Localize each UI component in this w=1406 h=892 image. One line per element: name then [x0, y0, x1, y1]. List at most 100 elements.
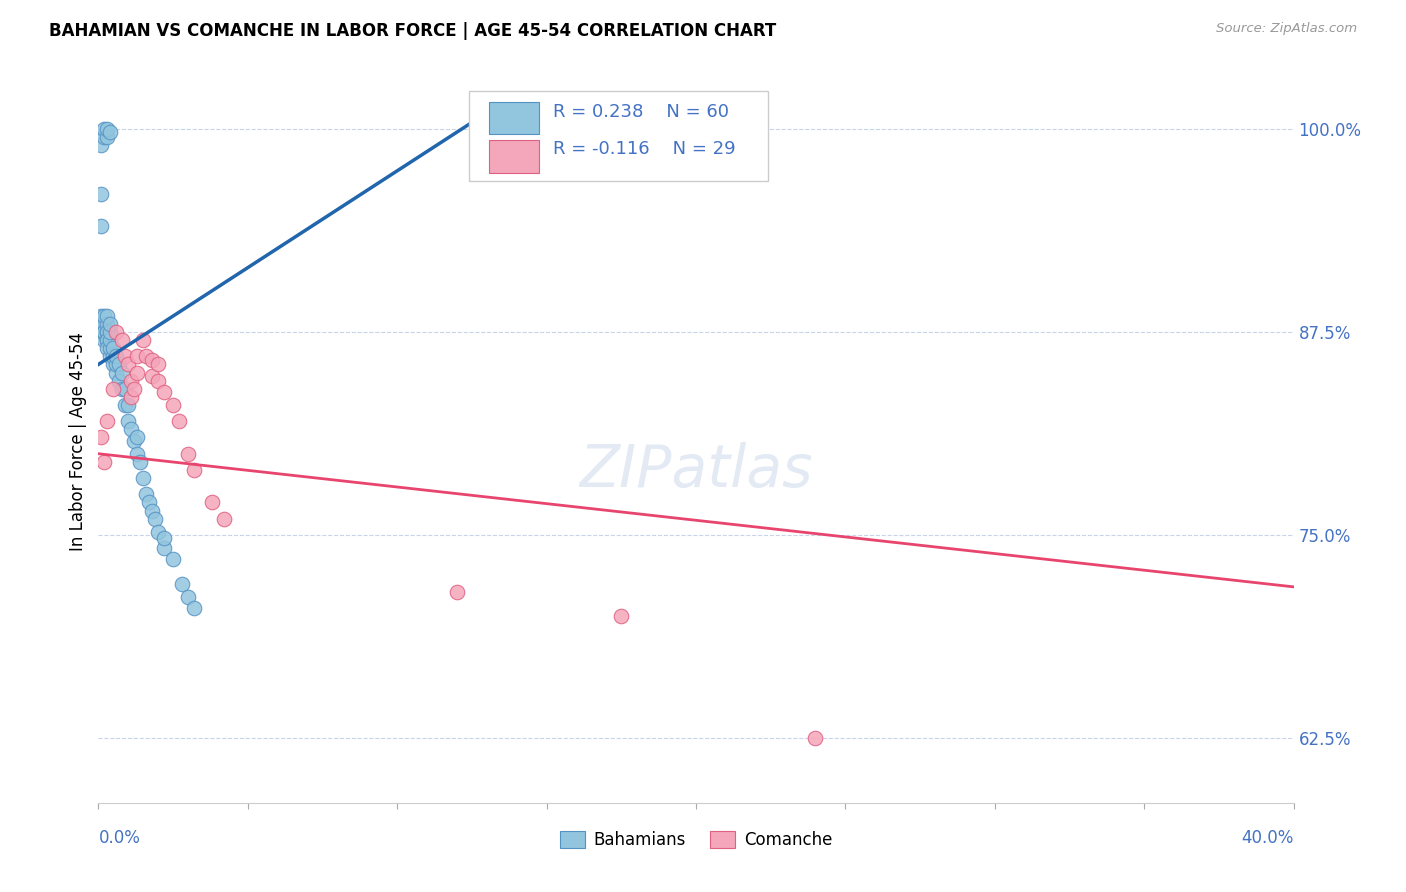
- Point: [120, 422, 142, 436]
- Point: [105, 366, 128, 380]
- Text: Source: ZipAtlas.com: Source: ZipAtlas.com: [1216, 22, 1357, 36]
- Point: [90, 138, 112, 153]
- Point: [90, 325, 112, 339]
- Point: [148, 374, 170, 388]
- Y-axis label: In Labor Force | Age 45-54: In Labor Force | Age 45-54: [69, 332, 87, 551]
- Point: [105, 358, 128, 372]
- Point: [96, 333, 118, 347]
- Point: [111, 382, 134, 396]
- Point: [183, 601, 205, 615]
- Point: [93, 333, 115, 347]
- Point: [103, 382, 125, 396]
- Point: [132, 333, 155, 347]
- Point: [93, 130, 115, 145]
- Point: [90, 186, 112, 201]
- Point: [177, 590, 200, 604]
- Point: [103, 349, 125, 363]
- Point: [90, 325, 112, 339]
- Point: [129, 455, 152, 469]
- Point: [90, 219, 112, 234]
- Point: [212, 511, 235, 525]
- Point: [172, 576, 194, 591]
- Text: 0.0%: 0.0%: [98, 829, 141, 847]
- Point: [114, 382, 136, 396]
- Point: [103, 341, 125, 355]
- Point: [93, 455, 115, 469]
- Point: [108, 358, 131, 372]
- Text: R = 0.238    N = 60: R = 0.238 N = 60: [553, 103, 728, 121]
- Point: [117, 358, 139, 372]
- Point: [90, 430, 112, 444]
- Point: [135, 349, 157, 363]
- Point: [96, 309, 118, 323]
- Point: [111, 333, 134, 347]
- Point: [114, 398, 136, 412]
- FancyBboxPatch shape: [470, 91, 768, 181]
- Point: [124, 382, 146, 396]
- Point: [120, 390, 142, 404]
- FancyBboxPatch shape: [489, 140, 540, 173]
- FancyBboxPatch shape: [489, 102, 540, 135]
- Point: [114, 349, 136, 363]
- Point: [201, 495, 224, 509]
- Point: [93, 309, 115, 323]
- Text: ZIPatlas: ZIPatlas: [579, 442, 813, 499]
- Point: [177, 447, 200, 461]
- Point: [108, 374, 131, 388]
- Point: [141, 352, 163, 367]
- Point: [446, 584, 468, 599]
- Point: [96, 130, 118, 145]
- Point: [90, 317, 112, 331]
- Point: [98, 125, 122, 139]
- Point: [93, 317, 115, 331]
- Point: [153, 384, 176, 399]
- Point: [148, 524, 170, 539]
- Point: [90, 309, 112, 323]
- Point: [105, 325, 128, 339]
- Point: [96, 122, 118, 136]
- Point: [127, 366, 149, 380]
- Point: [98, 317, 122, 331]
- Point: [143, 511, 166, 525]
- Text: 40.0%: 40.0%: [1241, 829, 1294, 847]
- Point: [103, 358, 125, 372]
- Point: [98, 341, 122, 355]
- Point: [124, 434, 146, 448]
- Point: [141, 503, 163, 517]
- Point: [96, 333, 118, 347]
- Point: [98, 325, 122, 339]
- Point: [162, 552, 184, 566]
- Point: [138, 495, 160, 509]
- Point: [96, 317, 118, 331]
- Point: [98, 349, 122, 363]
- Point: [167, 414, 190, 428]
- Point: [127, 349, 149, 363]
- Point: [96, 325, 118, 339]
- Point: [127, 430, 149, 444]
- Point: [98, 333, 122, 347]
- Point: [148, 358, 170, 372]
- Point: [141, 368, 163, 383]
- Point: [93, 325, 115, 339]
- Point: [132, 471, 155, 485]
- Point: [117, 398, 139, 412]
- Point: [183, 463, 205, 477]
- Point: [96, 341, 118, 355]
- Point: [610, 609, 633, 624]
- Point: [153, 541, 176, 555]
- Point: [93, 122, 115, 136]
- Point: [162, 398, 184, 412]
- Point: [111, 366, 134, 380]
- Point: [135, 487, 157, 501]
- Point: [117, 414, 139, 428]
- Point: [93, 325, 115, 339]
- Point: [105, 349, 128, 363]
- Legend: Bahamians, Comanche: Bahamians, Comanche: [553, 824, 839, 856]
- Point: [120, 374, 142, 388]
- Point: [804, 731, 827, 745]
- Point: [127, 447, 149, 461]
- Text: BAHAMIAN VS COMANCHE IN LABOR FORCE | AGE 45-54 CORRELATION CHART: BAHAMIAN VS COMANCHE IN LABOR FORCE | AG…: [49, 22, 776, 40]
- Point: [96, 414, 118, 428]
- Text: R = -0.116    N = 29: R = -0.116 N = 29: [553, 140, 735, 158]
- Point: [96, 325, 118, 339]
